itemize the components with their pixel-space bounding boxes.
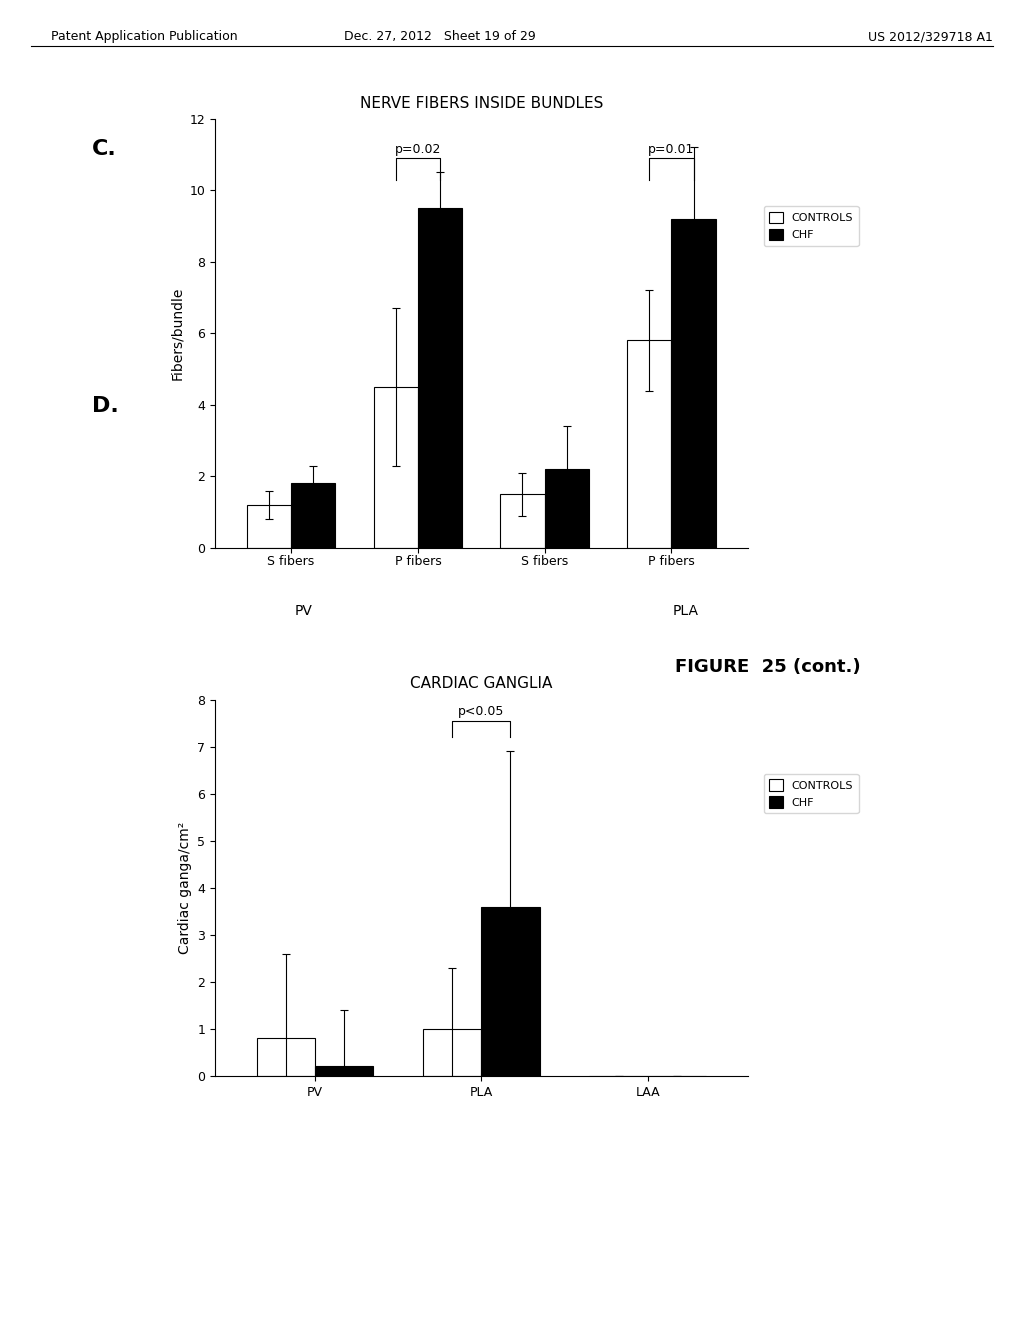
Bar [627, 341, 672, 548]
Text: PV: PV [295, 603, 312, 618]
Bar [481, 907, 540, 1076]
Bar [501, 494, 545, 548]
Bar [545, 469, 589, 548]
Text: D.: D. [92, 396, 119, 416]
Bar [418, 209, 462, 548]
Text: US 2012/329718 A1: US 2012/329718 A1 [868, 30, 993, 44]
Bar [423, 1028, 481, 1076]
Text: Dec. 27, 2012   Sheet 19 of 29: Dec. 27, 2012 Sheet 19 of 29 [344, 30, 537, 44]
Text: Patent Application Publication: Patent Application Publication [51, 30, 238, 44]
Text: C.: C. [92, 139, 117, 158]
Text: FIGURE  25 (cont.): FIGURE 25 (cont.) [675, 657, 861, 676]
Text: p=0.01: p=0.01 [648, 144, 694, 156]
Text: p=0.02: p=0.02 [394, 144, 441, 156]
Legend: CONTROLS, CHF: CONTROLS, CHF [764, 774, 858, 813]
Bar [374, 387, 418, 548]
Bar [257, 1038, 315, 1076]
Text: PLA: PLA [673, 603, 698, 618]
Bar [315, 1067, 373, 1076]
Y-axis label: Fibers/bundle: Fibers/bundle [170, 286, 184, 380]
Text: p<0.05: p<0.05 [458, 705, 505, 718]
Bar [291, 483, 336, 548]
Title: NERVE FIBERS INSIDE BUNDLES: NERVE FIBERS INSIDE BUNDLES [359, 95, 603, 111]
Title: CARDIAC GANGLIA: CARDIAC GANGLIA [410, 676, 553, 692]
Y-axis label: Cardiac ganga/cm²: Cardiac ganga/cm² [178, 821, 191, 954]
Bar [672, 219, 716, 548]
Legend: CONTROLS, CHF: CONTROLS, CHF [764, 206, 858, 246]
Bar [247, 506, 291, 548]
